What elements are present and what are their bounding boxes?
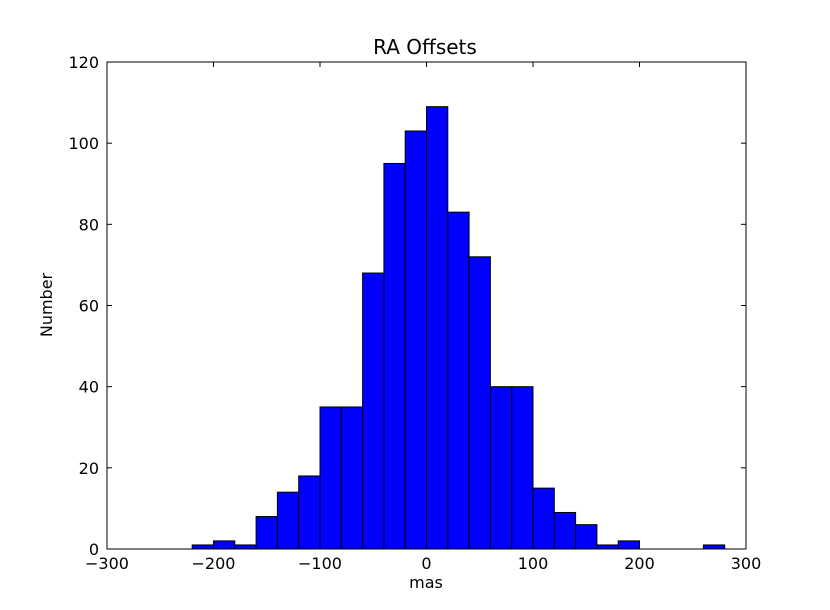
histogram-bar bbox=[447, 211, 470, 550]
x-axis-label: mas bbox=[409, 573, 443, 592]
histogram-bar bbox=[191, 544, 214, 550]
x-tick-label: −100 bbox=[298, 554, 342, 573]
histogram-bar bbox=[213, 540, 236, 550]
histogram-bar bbox=[404, 130, 428, 550]
y-tick-label: 20 bbox=[79, 459, 99, 478]
histogram-bar bbox=[298, 475, 321, 550]
x-tick-label: −300 bbox=[85, 554, 129, 573]
histogram-bar bbox=[511, 386, 534, 550]
histogram-bar bbox=[276, 491, 300, 550]
x-tick-label: 0 bbox=[421, 554, 431, 573]
x-tick-label: 100 bbox=[518, 554, 549, 573]
histogram-bar bbox=[617, 540, 641, 550]
y-tick-label: 60 bbox=[79, 297, 99, 316]
histogram-bars bbox=[191, 106, 726, 550]
x-tick-label: 200 bbox=[624, 554, 655, 573]
y-tick-label: 120 bbox=[68, 53, 99, 72]
chart-title: RA Offsets bbox=[373, 35, 477, 59]
histogram-bar bbox=[468, 256, 491, 550]
y-tick-label: 80 bbox=[79, 215, 99, 234]
x-tick-label: −200 bbox=[192, 554, 236, 573]
histogram-bar bbox=[596, 544, 619, 550]
histogram-bar bbox=[383, 162, 406, 550]
x-tick-label: 300 bbox=[731, 554, 762, 573]
histogram-bar bbox=[255, 516, 278, 550]
x-axis-ticks: −300 −200 −100 0 100 200 300 bbox=[85, 62, 761, 573]
y-tick-label: 0 bbox=[89, 540, 99, 559]
histogram-bar bbox=[319, 406, 342, 550]
y-tick-label: 40 bbox=[79, 378, 99, 397]
histogram-bar bbox=[575, 524, 598, 550]
y-axis-ticks: 0 20 40 60 80 100 120 bbox=[68, 53, 746, 559]
histogram-bar bbox=[489, 386, 513, 550]
y-axis-label: Number bbox=[37, 272, 56, 337]
histogram-bar bbox=[702, 544, 726, 550]
histogram-bar bbox=[532, 487, 555, 550]
histogram-bar bbox=[234, 544, 257, 550]
histogram-bar bbox=[553, 511, 577, 550]
histogram-bar bbox=[340, 406, 364, 550]
y-tick-label: 100 bbox=[68, 134, 99, 153]
histogram-bar bbox=[362, 272, 385, 550]
histogram-bar bbox=[426, 106, 449, 550]
